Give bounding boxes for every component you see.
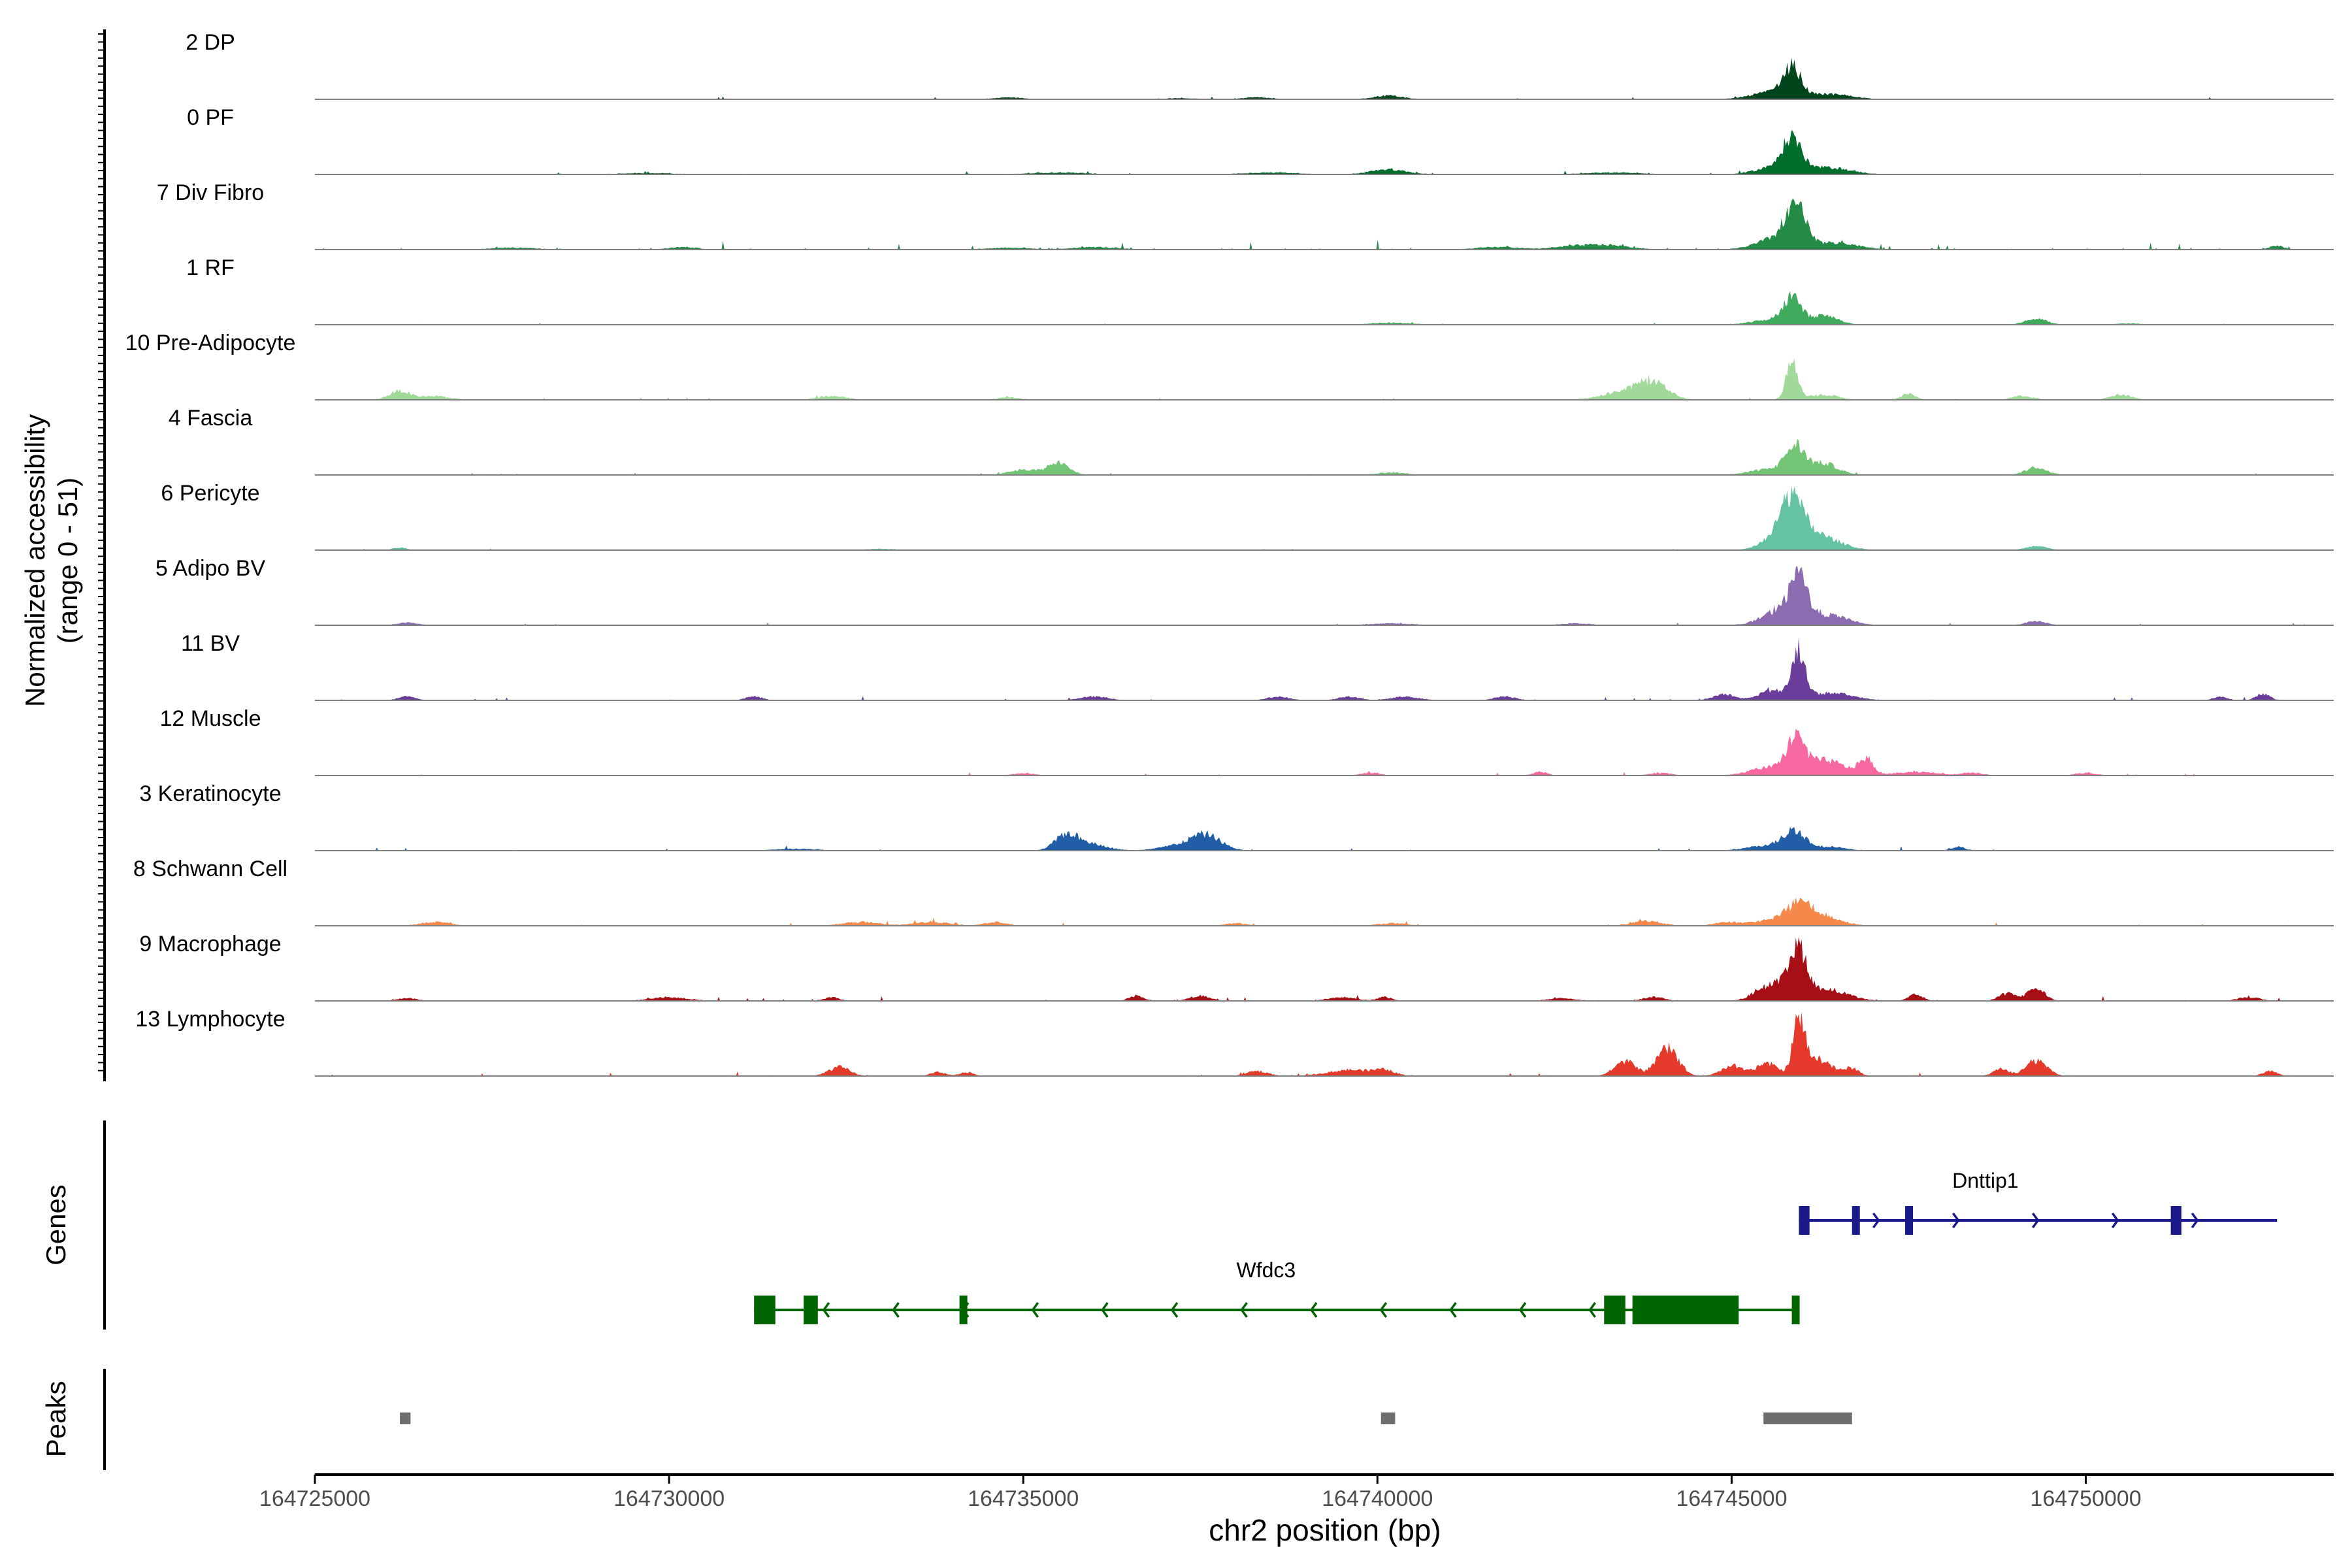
coverage-area bbox=[315, 358, 2334, 400]
strand-arrow bbox=[1518, 1301, 1527, 1318]
x-tick-label: 164735000 bbox=[968, 1486, 1079, 1511]
y-axis-label-range: (range 0 - 51) bbox=[52, 478, 83, 644]
track-label: 4 Fascia bbox=[169, 406, 253, 431]
coverage-area bbox=[315, 291, 2334, 325]
track-14: 13 Lymphocyte bbox=[135, 1007, 2334, 1077]
gene-wfdc3: Wfdc3 bbox=[754, 1258, 1800, 1324]
peak-region bbox=[400, 1413, 411, 1424]
peak-region bbox=[1763, 1413, 1852, 1424]
coverage-area bbox=[315, 937, 2334, 1001]
track-8: 5 Adipo BV bbox=[155, 556, 2334, 626]
coverage-area bbox=[315, 728, 2334, 776]
genes-panel-label: Genes bbox=[41, 1184, 71, 1266]
track-label: 12 Muscle bbox=[160, 706, 261, 731]
coverage-area bbox=[315, 198, 2334, 250]
track-label: 6 Pericyte bbox=[161, 481, 259, 506]
x-tick-label: 164750000 bbox=[2030, 1486, 2141, 1511]
track-label: 1 RF bbox=[186, 255, 235, 280]
x-tick-label: 164725000 bbox=[259, 1486, 370, 1511]
x-axis: 164725000 164730000 164735000 164740000 1647… bbox=[259, 1473, 2334, 1511]
coverage-area bbox=[315, 566, 2334, 625]
strand-arrow bbox=[1952, 1212, 1960, 1229]
y-axis-coverage bbox=[98, 29, 106, 1081]
track-7: 6 Pericyte bbox=[161, 481, 2334, 551]
gene-exon bbox=[1852, 1206, 1860, 1235]
strand-arrow bbox=[892, 1301, 900, 1318]
coverage-area bbox=[315, 897, 2334, 926]
gene-exon bbox=[959, 1296, 968, 1324]
coverage-tracks: 2 DP 0 PF 7 Div Fibro 1 RF 10 Pre-Adipocyte 4… bbox=[125, 30, 2334, 1077]
coverage-area bbox=[315, 439, 2334, 475]
x-tick-label: 164730000 bbox=[613, 1486, 725, 1511]
strand-arrow bbox=[1031, 1301, 1039, 1318]
track-label: 2 DP bbox=[186, 30, 235, 55]
strand-arrow bbox=[2191, 1212, 2199, 1229]
track-label: 11 BV bbox=[181, 631, 240, 656]
coverage-area bbox=[315, 486, 2334, 550]
gene-exon bbox=[754, 1296, 776, 1324]
coverage-area bbox=[315, 1012, 2334, 1076]
peaks-panel bbox=[400, 1413, 1852, 1424]
strand-arrow bbox=[1872, 1212, 1880, 1229]
track-1: 2 DP bbox=[186, 30, 2334, 100]
track-11: 3 Keratinocyte bbox=[139, 781, 2334, 851]
track-4: 1 RF bbox=[186, 255, 2334, 325]
track-12: 8 Schwann Cell bbox=[133, 857, 2334, 926]
strand-arrow bbox=[1379, 1301, 1388, 1318]
gene-exon bbox=[1604, 1296, 1625, 1324]
track-label: 0 PF bbox=[187, 105, 234, 130]
gene-exon bbox=[1799, 1206, 1810, 1235]
y-axis-label: Normalized accessibility bbox=[20, 414, 50, 707]
coverage-area bbox=[315, 826, 2334, 851]
coverage-area bbox=[315, 130, 2334, 174]
strand-arrow bbox=[2031, 1212, 2040, 1229]
track-2: 0 PF bbox=[187, 105, 2334, 175]
track-3: 7 Div Fibro bbox=[157, 180, 2334, 250]
track-10: 12 Muscle bbox=[160, 706, 2334, 776]
track-label: 3 Keratinocyte bbox=[139, 781, 281, 806]
strand-arrow bbox=[1588, 1301, 1596, 1318]
gene-label: Dnttip1 bbox=[1952, 1169, 2018, 1192]
strand-arrow bbox=[1170, 1301, 1179, 1318]
track-label: 10 Pre-Adipocyte bbox=[125, 331, 296, 355]
track-label: 9 Macrophage bbox=[139, 932, 281, 956]
strand-arrow bbox=[1240, 1301, 1248, 1318]
track-5: 10 Pre-Adipocyte bbox=[125, 331, 2334, 400]
coverage-area bbox=[315, 637, 2334, 700]
track-label: 5 Adipo BV bbox=[155, 556, 266, 581]
x-tick-label: 164740000 bbox=[1322, 1486, 1433, 1511]
strand-arrow bbox=[1309, 1301, 1318, 1318]
peaks-panel-label: Peaks bbox=[41, 1381, 71, 1458]
gene-dnttip1: Dnttip1 bbox=[1799, 1169, 2278, 1235]
track-label: 8 Schwann Cell bbox=[133, 857, 287, 881]
strand-arrow bbox=[1101, 1301, 1109, 1318]
peak-region bbox=[1380, 1413, 1396, 1424]
strand-arrow bbox=[822, 1301, 830, 1318]
gene-exon bbox=[804, 1296, 818, 1324]
track-13: 9 Macrophage bbox=[139, 932, 2334, 1002]
x-axis-label: chr2 position (bp) bbox=[1209, 1513, 1441, 1547]
track-6: 4 Fascia bbox=[169, 406, 2334, 476]
x-tick-label: 164745000 bbox=[1676, 1486, 1787, 1511]
strand-arrow bbox=[2111, 1212, 2119, 1229]
track-label: 13 Lymphocyte bbox=[135, 1007, 285, 1032]
gene-exon bbox=[1905, 1206, 1914, 1235]
strand-arrow bbox=[1449, 1301, 1457, 1318]
coverage-area bbox=[315, 57, 2334, 99]
gene-label: Wfdc3 bbox=[1236, 1258, 1296, 1282]
track-9: 11 BV bbox=[181, 631, 2334, 701]
gene-exon bbox=[1791, 1296, 1800, 1324]
gene-exon bbox=[1632, 1296, 1739, 1324]
gene-exon bbox=[2170, 1206, 2181, 1235]
track-label: 7 Div Fibro bbox=[157, 180, 264, 205]
genes-panel: Dnttip1 Wfdc3 bbox=[754, 1169, 2278, 1324]
